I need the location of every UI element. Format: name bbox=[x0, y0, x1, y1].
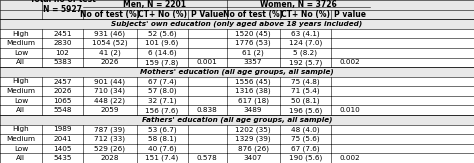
Text: 192 (5.7): 192 (5.7) bbox=[289, 59, 322, 66]
Text: 190 (5.6): 190 (5.6) bbox=[289, 155, 322, 162]
Text: 1776 (53): 1776 (53) bbox=[235, 40, 271, 46]
Text: 1316 (38): 1316 (38) bbox=[235, 88, 271, 94]
Text: 1405: 1405 bbox=[53, 146, 72, 152]
Text: No of test (%): No of test (%) bbox=[223, 10, 283, 19]
Bar bbox=[0, 10, 474, 19]
Text: Low: Low bbox=[14, 50, 28, 56]
Text: 2028: 2028 bbox=[100, 155, 119, 161]
Text: Women, N = 3726: Women, N = 3726 bbox=[260, 0, 337, 9]
Text: 1202 (35): 1202 (35) bbox=[235, 126, 271, 133]
Text: 5383: 5383 bbox=[53, 59, 72, 65]
Text: P value: P value bbox=[334, 10, 366, 19]
Text: 1054 (52): 1054 (52) bbox=[92, 40, 128, 46]
Text: 159 (7.8): 159 (7.8) bbox=[146, 59, 179, 66]
Text: 5 (8.2): 5 (8.2) bbox=[293, 50, 317, 56]
Text: Men, N = 2201: Men, N = 2201 bbox=[124, 0, 186, 9]
Text: Medium: Medium bbox=[6, 40, 36, 46]
Text: Subjects' own education (only aged above 18 years included): Subjects' own education (only aged above… bbox=[111, 21, 363, 27]
Text: 41 (2): 41 (2) bbox=[99, 50, 121, 56]
Text: High: High bbox=[12, 30, 29, 37]
Text: 710 (34): 710 (34) bbox=[94, 88, 126, 94]
Text: 71 (5.4): 71 (5.4) bbox=[291, 88, 319, 94]
Text: 5548: 5548 bbox=[53, 107, 72, 113]
Text: 617 (18): 617 (18) bbox=[237, 97, 269, 104]
Bar bbox=[0, 0, 474, 10]
Text: Medium: Medium bbox=[6, 88, 36, 94]
Bar bbox=[0, 67, 474, 77]
Text: 151 (7.4): 151 (7.4) bbox=[146, 155, 179, 162]
Text: Low: Low bbox=[14, 146, 28, 152]
Text: 1556 (45): 1556 (45) bbox=[235, 78, 271, 85]
Text: 2026: 2026 bbox=[100, 59, 119, 65]
Text: 63 (4.1): 63 (4.1) bbox=[291, 30, 319, 37]
Text: 2451: 2451 bbox=[53, 30, 72, 37]
Text: 876 (26): 876 (26) bbox=[237, 145, 269, 152]
Text: Fathers' education (all age groups, all sample): Fathers' education (all age groups, all … bbox=[142, 117, 332, 123]
Text: 102: 102 bbox=[55, 50, 70, 56]
Text: 61 (2): 61 (2) bbox=[242, 50, 264, 56]
Text: 0.010: 0.010 bbox=[340, 107, 361, 113]
Text: 3407: 3407 bbox=[244, 155, 263, 161]
Text: 1065: 1065 bbox=[53, 98, 72, 104]
Text: 787 (39): 787 (39) bbox=[94, 126, 126, 133]
Text: 931 (46): 931 (46) bbox=[94, 30, 126, 37]
Text: 0.002: 0.002 bbox=[340, 59, 361, 65]
Text: 75 (5.6): 75 (5.6) bbox=[291, 136, 319, 142]
Text: 67 (7.4): 67 (7.4) bbox=[148, 78, 176, 85]
Text: CT+ No (%): CT+ No (%) bbox=[281, 10, 330, 19]
Text: 0.001: 0.001 bbox=[197, 59, 218, 65]
Text: 101 (9.6): 101 (9.6) bbox=[146, 40, 179, 46]
Text: All: All bbox=[17, 155, 25, 161]
Text: 448 (22): 448 (22) bbox=[94, 97, 126, 104]
Text: 6 (14.6): 6 (14.6) bbox=[148, 50, 176, 56]
Text: 2026: 2026 bbox=[53, 88, 72, 94]
Text: 1520 (45): 1520 (45) bbox=[235, 30, 271, 37]
Text: 1329 (39): 1329 (39) bbox=[235, 136, 271, 142]
Text: 3357: 3357 bbox=[244, 59, 263, 65]
Text: 67 (7.6): 67 (7.6) bbox=[291, 145, 319, 152]
Text: 48 (4.0): 48 (4.0) bbox=[291, 126, 319, 133]
Text: 50 (8.1): 50 (8.1) bbox=[291, 97, 319, 104]
Text: 196 (5.6): 196 (5.6) bbox=[289, 107, 322, 113]
Text: 156 (7.6): 156 (7.6) bbox=[146, 107, 179, 113]
Text: 0.578: 0.578 bbox=[197, 155, 218, 161]
Text: Mothers' education (all age groups, all sample): Mothers' education (all age groups, all … bbox=[140, 69, 334, 75]
Text: High: High bbox=[12, 79, 29, 84]
Text: 53 (6.7): 53 (6.7) bbox=[148, 126, 176, 133]
Text: All: All bbox=[17, 59, 25, 65]
Text: 0.002: 0.002 bbox=[340, 155, 361, 161]
Bar bbox=[0, 19, 474, 29]
Text: CT+ No (%): CT+ No (%) bbox=[137, 10, 187, 19]
Text: 58 (8.1): 58 (8.1) bbox=[148, 136, 176, 142]
Text: 2830: 2830 bbox=[53, 40, 72, 46]
Text: 1989: 1989 bbox=[53, 126, 72, 133]
Text: 75 (4.8): 75 (4.8) bbox=[291, 78, 319, 85]
Text: Low: Low bbox=[14, 98, 28, 104]
Text: 2041: 2041 bbox=[53, 136, 72, 142]
Text: 901 (44): 901 (44) bbox=[94, 78, 126, 85]
Text: 2457: 2457 bbox=[53, 79, 72, 84]
Text: 529 (26): 529 (26) bbox=[94, 145, 126, 152]
Text: 3489: 3489 bbox=[244, 107, 263, 113]
Text: Total no of test
N = 5927: Total no of test N = 5927 bbox=[30, 0, 95, 15]
Text: 57 (8.0): 57 (8.0) bbox=[148, 88, 176, 94]
Text: All: All bbox=[17, 107, 25, 113]
Bar bbox=[0, 115, 474, 125]
Text: 40 (7.6): 40 (7.6) bbox=[148, 145, 176, 152]
Text: 5435: 5435 bbox=[53, 155, 72, 161]
Text: 0.838: 0.838 bbox=[197, 107, 218, 113]
Text: 712 (33): 712 (33) bbox=[94, 136, 126, 142]
Text: High: High bbox=[12, 126, 29, 133]
Text: P Value: P Value bbox=[191, 10, 223, 19]
Text: No of test (%): No of test (%) bbox=[80, 10, 140, 19]
Text: 32 (7.1): 32 (7.1) bbox=[148, 97, 176, 104]
Text: 52 (5.6): 52 (5.6) bbox=[148, 30, 176, 37]
Text: 124 (7.0): 124 (7.0) bbox=[289, 40, 322, 46]
Text: 2059: 2059 bbox=[100, 107, 119, 113]
Text: Medium: Medium bbox=[6, 136, 36, 142]
